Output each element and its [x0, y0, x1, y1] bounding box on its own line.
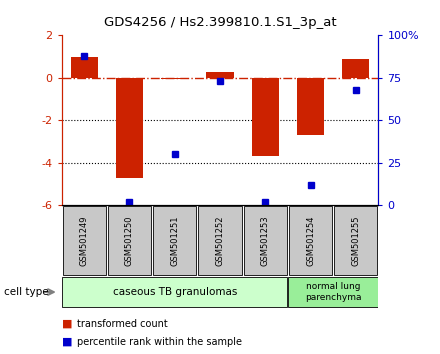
- Text: GSM501254: GSM501254: [306, 216, 315, 266]
- Bar: [71, 57, 98, 78]
- FancyBboxPatch shape: [334, 206, 378, 275]
- Text: GSM501252: GSM501252: [216, 216, 224, 266]
- Bar: [252, 78, 279, 156]
- FancyBboxPatch shape: [288, 277, 378, 307]
- Text: ■: ■: [62, 337, 72, 347]
- Text: percentile rank within the sample: percentile rank within the sample: [77, 337, 242, 347]
- Text: GSM501249: GSM501249: [80, 216, 89, 266]
- Bar: [161, 78, 188, 79]
- FancyBboxPatch shape: [108, 206, 151, 275]
- Bar: [342, 59, 369, 78]
- Text: GDS4256 / Hs2.399810.1.S1_3p_at: GDS4256 / Hs2.399810.1.S1_3p_at: [104, 16, 336, 29]
- Text: cell type: cell type: [4, 287, 49, 297]
- Text: ■: ■: [62, 319, 72, 329]
- Text: caseous TB granulomas: caseous TB granulomas: [113, 287, 237, 297]
- Bar: [206, 72, 234, 78]
- Text: GSM501251: GSM501251: [170, 216, 179, 266]
- FancyBboxPatch shape: [289, 206, 332, 275]
- Text: transformed count: transformed count: [77, 319, 168, 329]
- FancyBboxPatch shape: [62, 277, 287, 307]
- Text: GSM501253: GSM501253: [261, 215, 270, 266]
- Text: GSM501255: GSM501255: [351, 216, 360, 266]
- FancyBboxPatch shape: [198, 206, 242, 275]
- FancyBboxPatch shape: [243, 206, 287, 275]
- FancyBboxPatch shape: [62, 206, 106, 275]
- FancyBboxPatch shape: [153, 206, 197, 275]
- Text: normal lung
parenchyma: normal lung parenchyma: [305, 282, 361, 302]
- Text: GSM501250: GSM501250: [125, 216, 134, 266]
- Bar: [297, 78, 324, 135]
- Bar: [116, 78, 143, 178]
